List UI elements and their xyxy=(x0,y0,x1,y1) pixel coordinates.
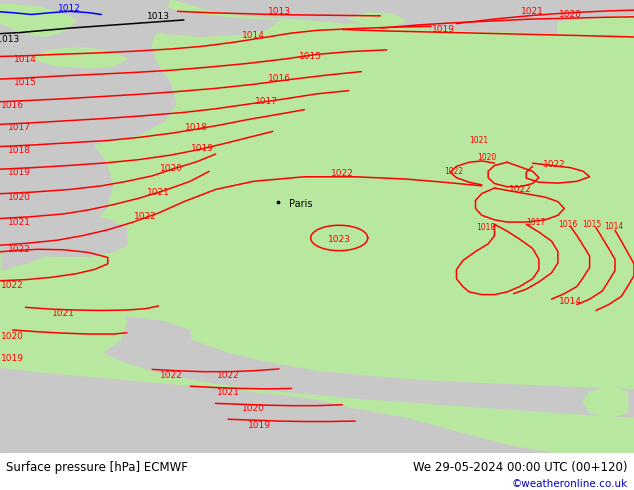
Text: Surface pressure [hPa] ECMWF: Surface pressure [hPa] ECMWF xyxy=(6,461,188,474)
Text: 1016: 1016 xyxy=(268,74,290,83)
Text: 1012: 1012 xyxy=(58,4,81,13)
Text: 1013: 1013 xyxy=(147,12,170,21)
Text: 1015: 1015 xyxy=(299,52,322,61)
Text: 1022: 1022 xyxy=(134,212,157,220)
Text: 1022: 1022 xyxy=(8,245,30,254)
Text: 1020: 1020 xyxy=(242,404,265,414)
Text: ©weatheronline.co.uk: ©weatheronline.co.uk xyxy=(512,480,628,490)
Text: 1022: 1022 xyxy=(331,169,354,178)
Text: 1021: 1021 xyxy=(521,7,544,16)
Text: 1017: 1017 xyxy=(526,219,545,227)
Text: 1020: 1020 xyxy=(160,164,183,173)
Text: 1020: 1020 xyxy=(559,10,582,19)
Text: 1019: 1019 xyxy=(432,25,455,34)
Text: 1022: 1022 xyxy=(217,371,240,380)
Text: We 29-05-2024 00:00 UTC (00+120): We 29-05-2024 00:00 UTC (00+120) xyxy=(413,461,628,474)
Text: -1013: -1013 xyxy=(0,35,20,45)
Text: 1021: 1021 xyxy=(469,136,488,145)
Text: 1016: 1016 xyxy=(1,100,24,110)
Polygon shape xyxy=(0,272,127,367)
Text: 1013: 1013 xyxy=(268,7,290,16)
Polygon shape xyxy=(89,318,634,417)
Text: 1021: 1021 xyxy=(8,218,30,226)
Text: Paris: Paris xyxy=(289,199,313,209)
Text: 1017: 1017 xyxy=(8,123,30,132)
Polygon shape xyxy=(32,48,127,68)
Text: 1016: 1016 xyxy=(558,220,577,229)
Text: 1022: 1022 xyxy=(160,371,183,380)
Polygon shape xyxy=(0,453,634,490)
Text: 1014: 1014 xyxy=(14,55,37,64)
Text: 1014: 1014 xyxy=(604,222,623,231)
Text: 1014: 1014 xyxy=(242,31,265,40)
Text: 1019: 1019 xyxy=(1,354,24,363)
Text: 1014: 1014 xyxy=(559,297,582,306)
Polygon shape xyxy=(89,0,279,36)
Text: 1019: 1019 xyxy=(191,144,214,153)
Text: 1018: 1018 xyxy=(8,146,30,154)
Text: 1021: 1021 xyxy=(217,388,240,396)
Text: 1017: 1017 xyxy=(255,97,278,106)
Polygon shape xyxy=(0,0,634,453)
Text: 1018: 1018 xyxy=(185,123,208,132)
Text: 1021: 1021 xyxy=(147,188,170,197)
Text: 1018: 1018 xyxy=(476,223,495,232)
Text: 1019: 1019 xyxy=(8,168,30,177)
Polygon shape xyxy=(583,388,628,417)
Text: 1015: 1015 xyxy=(583,220,602,229)
Polygon shape xyxy=(0,4,76,36)
Polygon shape xyxy=(558,16,634,38)
Text: 1020: 1020 xyxy=(8,193,30,202)
Text: 1022: 1022 xyxy=(508,185,531,194)
Text: 1022: 1022 xyxy=(1,281,24,290)
Text: 1022: 1022 xyxy=(543,160,566,169)
Text: 1021: 1021 xyxy=(52,309,75,318)
Text: 1023: 1023 xyxy=(328,235,351,244)
Polygon shape xyxy=(0,191,127,256)
Text: 1019: 1019 xyxy=(249,420,271,430)
Text: 1020: 1020 xyxy=(477,153,496,162)
Text: 1020: 1020 xyxy=(1,332,24,341)
Text: 1022: 1022 xyxy=(444,167,463,176)
Text: 1015: 1015 xyxy=(14,78,37,87)
Polygon shape xyxy=(349,13,406,26)
